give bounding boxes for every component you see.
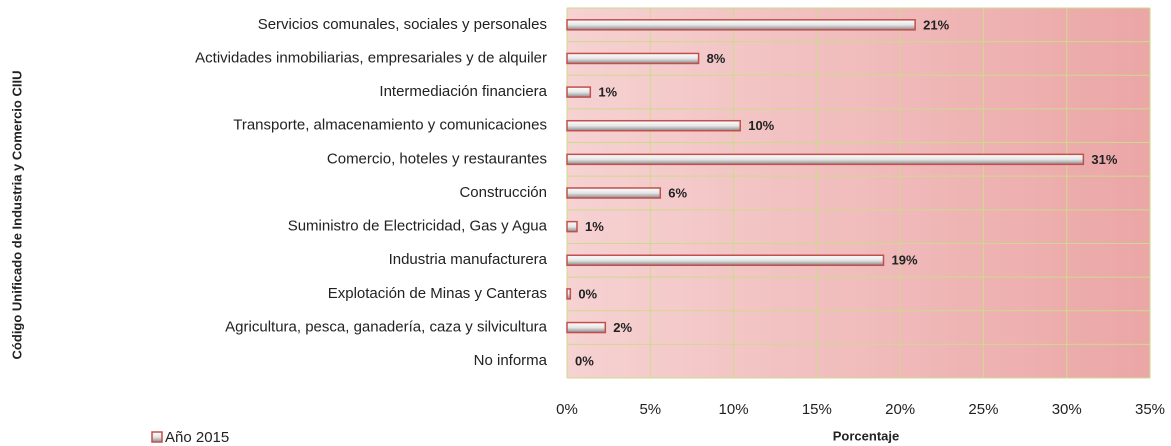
value-label: 0% (575, 354, 594, 369)
y-tick-label: Agricultura, pesca, ganadería, caza y si… (225, 319, 547, 336)
x-tick-label: 10% (719, 401, 749, 418)
bar (566, 254, 885, 267)
value-label: 10% (748, 118, 774, 133)
y-tick-label: Transporte, almacenamiento y comunicacio… (233, 117, 547, 134)
x-tick-label: 5% (639, 401, 661, 418)
legend-swatch (151, 431, 163, 443)
y-tick-label: Intermediación financiera (379, 83, 547, 100)
x-tick-label: 15% (802, 401, 832, 418)
x-tick-label: 30% (1052, 401, 1082, 418)
value-label: 0% (578, 286, 597, 301)
bar (566, 86, 592, 98)
value-label: 2% (613, 320, 632, 335)
x-tick-label: 20% (885, 401, 915, 418)
bar (566, 321, 607, 334)
value-label: 1% (585, 219, 604, 234)
y-tick-label: Explotación de Minas y Canteras (328, 285, 547, 302)
bar (566, 119, 741, 132)
plot-area (567, 8, 1150, 378)
x-axis-title: Porcentaje (833, 428, 899, 443)
bar (566, 153, 1085, 166)
y-tick-label: Construcción (459, 184, 547, 201)
bar (566, 187, 662, 199)
y-tick-label: Suministro de Electricidad, Gas y Agua (288, 218, 548, 235)
y-tick-label: Industria manufacturera (389, 251, 548, 268)
value-label: 6% (668, 185, 687, 200)
value-label: 31% (1091, 152, 1117, 167)
y-tick-label: Actividades inmobiliarias, empresariales… (195, 49, 547, 66)
x-tick-label: 25% (968, 401, 998, 418)
bar (566, 220, 578, 233)
x-tick-label: 0% (556, 401, 578, 418)
value-label: 19% (891, 253, 917, 268)
y-axis-title: Código Unificado de Industria y Comercio… (9, 71, 24, 360)
legend-label: Año 2015 (165, 429, 229, 446)
y-tick-label: No informa (474, 352, 548, 369)
value-label: 1% (598, 85, 617, 100)
bar (566, 19, 916, 31)
value-label: 21% (923, 17, 949, 32)
y-tick-label: Servicios comunales, sociales y personal… (258, 16, 547, 33)
value-label: 8% (707, 51, 726, 66)
bar (566, 288, 572, 300)
bar (566, 52, 700, 65)
y-tick-label: Comercio, hoteles y restaurantes (327, 150, 547, 167)
x-tick-label: 35% (1135, 401, 1165, 418)
